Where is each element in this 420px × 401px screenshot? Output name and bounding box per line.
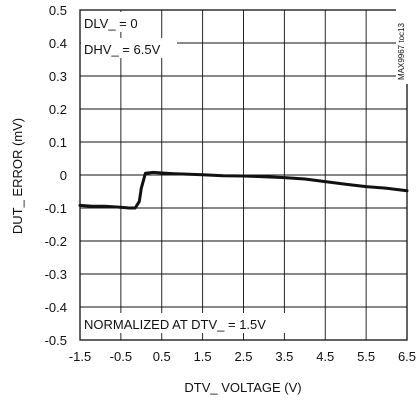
annotation-dlv-backdrop bbox=[81, 12, 139, 32]
annotation-dhv: DHV_ = 6.5V bbox=[84, 42, 161, 57]
figure-id: MAX9967 toc13 bbox=[397, 23, 406, 80]
series-line bbox=[78, 170, 409, 210]
y-tick-label: -0.1 bbox=[45, 201, 67, 216]
figure-id-backdrop bbox=[396, 8, 408, 84]
x-tick-label: -1.5 bbox=[69, 349, 91, 364]
x-tick-label: -0.5 bbox=[110, 349, 132, 364]
y-tick-label: 0.1 bbox=[49, 135, 67, 150]
y-tick-label: -0.2 bbox=[45, 234, 67, 249]
annotation-normalized: NORMALIZED AT DTV_ = 1.5V bbox=[84, 317, 266, 332]
y-tick-label: -0.3 bbox=[45, 267, 67, 282]
x-axis-label: DTV_ VOLTAGE (V) bbox=[184, 380, 301, 395]
y-tick-label: 0.2 bbox=[49, 102, 67, 117]
x-tick-labels: -1.5 -0.5 0.5 1.5 2.5 3.5 4.5 5.5 6.5 bbox=[69, 349, 416, 364]
x-tick-label: 4.5 bbox=[316, 349, 334, 364]
y-tick-label: 0.4 bbox=[49, 36, 67, 51]
y-tick-label: 0.3 bbox=[49, 69, 67, 84]
plot-frame bbox=[79, 9, 408, 341]
y-tick-label: 0 bbox=[60, 168, 67, 183]
x-tick-label: 6.5 bbox=[398, 349, 416, 364]
x-tick-label: 5.5 bbox=[357, 349, 375, 364]
x-tick-label: 3.5 bbox=[275, 349, 293, 364]
y-tick-label: -0.4 bbox=[45, 300, 67, 315]
x-tick-label: 0.5 bbox=[153, 349, 171, 364]
y-tick-label: -0.5 bbox=[45, 333, 67, 348]
x-tick-label: 2.5 bbox=[234, 349, 252, 364]
annotation-normalized-backdrop bbox=[81, 313, 321, 333]
annotation-dlv: DLV_ = 0 bbox=[84, 16, 138, 31]
x-tick-label: 1.5 bbox=[194, 349, 212, 364]
y-axis-label: DUT_ ERROR (mV) bbox=[10, 118, 25, 234]
annotation-dhv-backdrop bbox=[81, 38, 177, 58]
y-tick-label: 0.5 bbox=[49, 3, 67, 18]
y-tick-labels: 0.5 0.4 0.3 0.2 0.1 0 -0.1 -0.2 -0.3 -0.4 -0.5 bbox=[45, 3, 67, 348]
